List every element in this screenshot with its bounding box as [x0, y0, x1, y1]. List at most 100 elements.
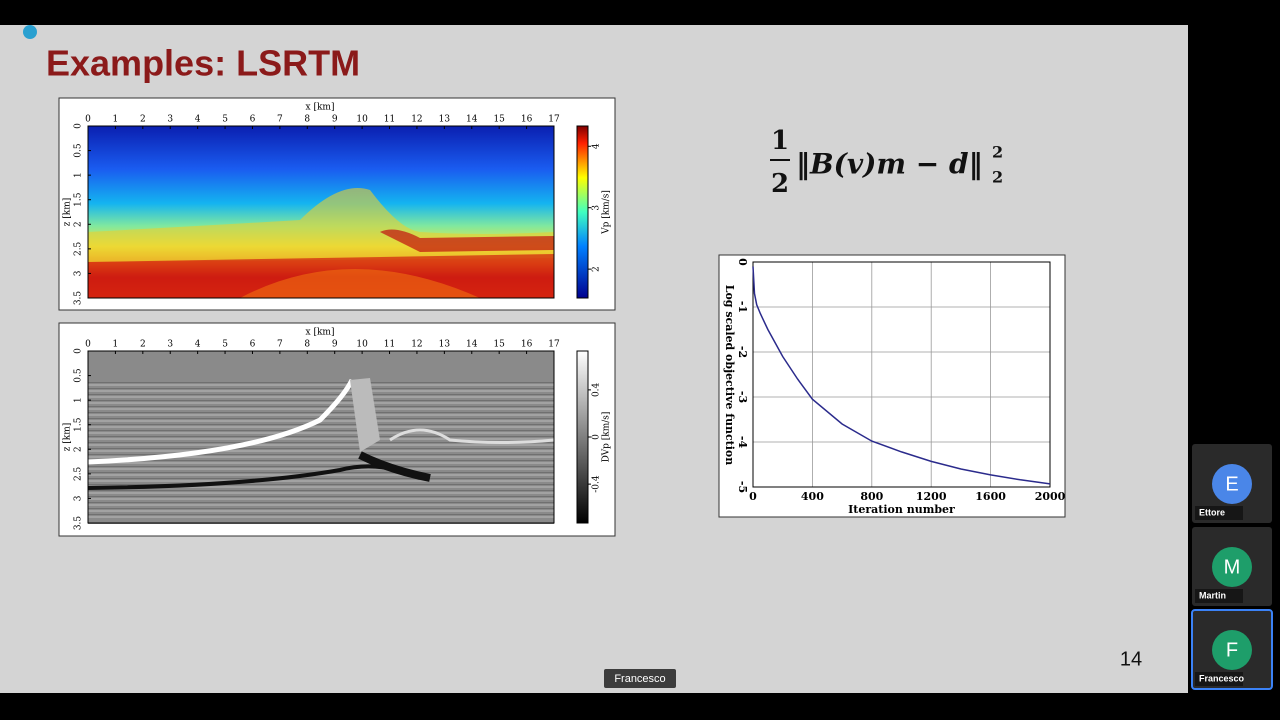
- z-tick-label: 2: [74, 221, 84, 227]
- name-badge: [1195, 672, 1243, 686]
- z-tick-label: 1.5: [74, 417, 84, 432]
- y-axis-label: Log scaled objective function: [723, 285, 736, 466]
- x-tick-label: 400: [801, 490, 824, 503]
- z-tick-label: 2.5: [74, 466, 84, 481]
- logo: [23, 25, 37, 39]
- x-tick-label: 800: [860, 490, 883, 503]
- image-frame: [87, 125, 555, 299]
- colorbar-tick-label: 2: [592, 266, 602, 272]
- colorbar-label: Vp [km/s]: [602, 190, 612, 235]
- x-tick-label: 1: [113, 340, 119, 350]
- x-tick-label: 13: [439, 340, 451, 350]
- formula-denominator: 2: [771, 169, 789, 199]
- x-tick-label: 11: [384, 115, 395, 125]
- avatar: [1212, 630, 1252, 670]
- x-tick-label: 16: [521, 340, 533, 350]
- colorbar-tick-label: 0.4: [592, 382, 602, 397]
- formula: 1 2 ‖B(v)m − d‖ 2 2: [770, 126, 1003, 199]
- y-tick-label: -5: [736, 481, 749, 493]
- y-tick-label: 0: [736, 258, 749, 266]
- speaker-badge: [604, 669, 676, 688]
- z-tick-label: 0.5: [74, 143, 84, 158]
- velocity-image: [88, 126, 554, 298]
- x-tick-label: 0: [85, 115, 91, 125]
- formula-subscript: 2: [992, 168, 1003, 187]
- x-tick-label: 10: [356, 115, 368, 125]
- z-tick-label: 3.5: [74, 516, 84, 531]
- x-tick-label: 17: [548, 115, 560, 125]
- avatar: [1212, 464, 1252, 504]
- participant-name: Martin: [1199, 590, 1226, 600]
- x-axis-label: Iteration number: [848, 503, 955, 516]
- colorbar-tick-label: -0.4: [592, 475, 602, 493]
- z-tick-label: 1: [74, 397, 84, 403]
- z-tick-label: 2: [74, 446, 84, 452]
- z-tick-label: 1.5: [74, 192, 84, 207]
- x-tick-label: 8: [304, 115, 310, 125]
- x-tick-label: 15: [493, 340, 505, 350]
- y-tick-label: -4: [736, 436, 749, 449]
- objective-line: [752, 266, 1051, 485]
- x-tick-label: 2000: [1035, 490, 1066, 503]
- x-tick-label: 7: [277, 340, 283, 350]
- participant-name: Ettore: [1199, 507, 1225, 517]
- x-tick-label: 4: [195, 340, 201, 350]
- x-tick-label: 14: [466, 115, 478, 125]
- x-tick-label: 5: [222, 340, 228, 350]
- z-tick-label: 3.5: [74, 291, 84, 306]
- x-tick-label: 11: [384, 340, 395, 350]
- formula-body: ‖B(v)m − d‖: [796, 148, 983, 181]
- x-tick-label: 5: [222, 115, 228, 125]
- avatar-initial: M: [1224, 556, 1241, 578]
- x-tick-label: 6: [250, 115, 256, 125]
- z-tick-label: 0.5: [74, 368, 84, 383]
- z-tick-label: 0: [74, 123, 84, 129]
- z-tick-label: 2.5: [74, 241, 84, 256]
- image-frame: [87, 350, 555, 524]
- x-tick-label: 17: [548, 340, 560, 350]
- x-tick-label: 1600: [975, 490, 1006, 503]
- x-tick-label: 9: [332, 115, 338, 125]
- x-tick-label: 2: [140, 115, 146, 125]
- x-tick-label: 3: [167, 115, 173, 125]
- x-tick-label: 1: [113, 115, 119, 125]
- x-tick-label: 10: [356, 340, 368, 350]
- x-tick-label: 3: [167, 340, 173, 350]
- speaker-name: Francesco: [614, 673, 665, 685]
- name-badge: [1195, 589, 1243, 603]
- z-tick-label: 0: [74, 348, 84, 354]
- x-tick-label: 12: [411, 340, 422, 350]
- x-tick-label: 16: [521, 115, 533, 125]
- x-tick-label: 7: [277, 115, 283, 125]
- x-tick-label: 4: [195, 115, 201, 125]
- z-axis-label: z [km]: [63, 198, 73, 227]
- y-tick-label: -2: [736, 346, 749, 358]
- colorbar-tick-label: 3: [592, 205, 602, 211]
- x-tick-label: 14: [466, 340, 478, 350]
- plot-frame: [752, 261, 1051, 488]
- name-badge: [1195, 506, 1243, 520]
- x-tick-label: 13: [439, 115, 451, 125]
- x-tick-label: 1200: [916, 490, 947, 503]
- x-axis-label: x [km]: [306, 103, 335, 113]
- x-axis-label: x [km]: [306, 328, 335, 338]
- z-tick-label: 3: [74, 495, 84, 501]
- slide-title: Examples: LSRTM: [46, 43, 360, 84]
- colorbar: [576, 350, 589, 524]
- x-tick-label: 0: [85, 340, 91, 350]
- avatar: [1212, 547, 1252, 587]
- x-tick-label: 15: [493, 115, 505, 125]
- x-tick-label: 9: [332, 340, 338, 350]
- x-tick-label: 6: [250, 340, 256, 350]
- x-tick-label: 0: [749, 490, 757, 503]
- page-number: 14: [1120, 648, 1142, 670]
- avatar-initial: E: [1225, 473, 1238, 495]
- x-tick-label: 2: [140, 340, 146, 350]
- z-tick-label: 3: [74, 270, 84, 276]
- participant-name: Francesco: [1199, 673, 1245, 683]
- y-tick-label: -1: [736, 301, 749, 313]
- colorbar-label: DVp [km/s]: [602, 412, 612, 463]
- y-tick-label: -3: [736, 391, 749, 403]
